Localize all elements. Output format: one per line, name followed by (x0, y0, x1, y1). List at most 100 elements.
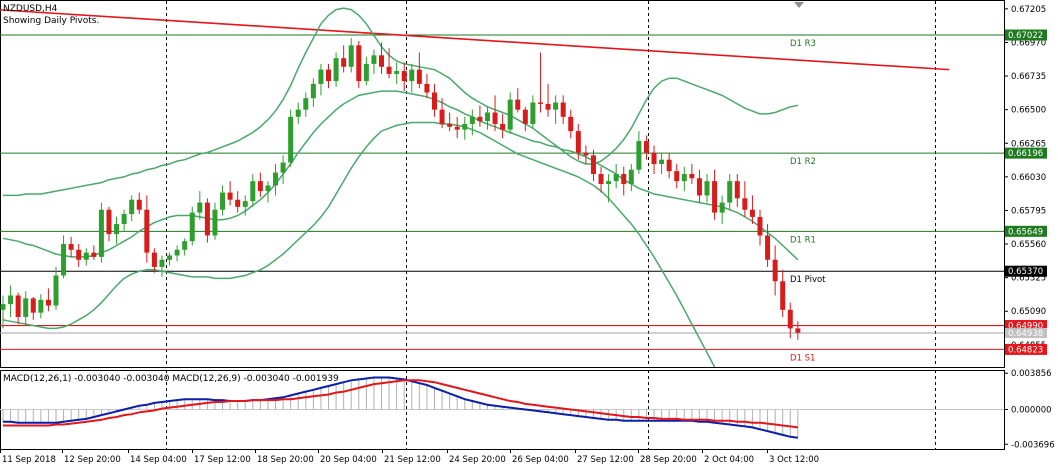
time-tick-label: 21 Sep 12:00 (384, 455, 441, 465)
candle (280, 155, 286, 184)
time-tick-label: 24 Sep 20:00 (449, 455, 506, 465)
trend-line[interactable] (0, 9, 950, 71)
candle (197, 191, 203, 220)
candle (772, 245, 778, 296)
candle (76, 244, 82, 267)
candle (38, 294, 44, 319)
price-axis: 0.67205 0.66970 0.66735 0.66500 0.66265 0.660… (1004, 5, 1047, 355)
shift-indicator-icon[interactable] (794, 2, 804, 8)
candle (484, 106, 490, 130)
candle (303, 92, 309, 117)
candle (606, 173, 612, 203)
bid-price-text: 0.64938 (1008, 329, 1043, 339)
time-tick-label: 3 Oct 12:00 (769, 455, 819, 465)
candle (83, 248, 89, 266)
price-grid (0, 0, 1005, 368)
candle (439, 98, 445, 129)
price-panel[interactable]: D1 R3 D1 R2 D1 R1 D1 Pivot D1 S1 0.67205 0.66… (0, 0, 1047, 368)
candle (643, 135, 649, 160)
pivots-note: Showing Daily Pivots. (3, 16, 99, 26)
price-panel-frame (0, 0, 1005, 368)
candle (727, 173, 733, 210)
pivot-lines: D1 R3 D1 R2 D1 R1 D1 Pivot D1 S1 (0, 34, 1004, 363)
candle (242, 195, 248, 216)
macd-label: MACD(12,26,1) -0.003040 -0.003040 MACD(1… (3, 374, 339, 384)
candle (636, 131, 642, 174)
candle (704, 173, 710, 203)
candle (575, 123, 581, 160)
candle (583, 145, 589, 164)
candle (8, 285, 14, 317)
bollinger-lower (2, 121, 716, 368)
macd-panel[interactable]: MACD(12,26,1) -0.003040 -0.003040 MACD(1… (0, 369, 1055, 450)
candle (15, 292, 21, 325)
time-axis: 11 Sep 2018 12 Sep 20:00 14 Sep 04:00 17 Se… (0, 449, 819, 465)
current-price-box: 0.64990 (1005, 320, 1047, 332)
candle (545, 83, 551, 117)
resistance-trendline[interactable] (0, 9, 950, 71)
candle (310, 78, 316, 107)
candle (568, 109, 574, 139)
bollinger-middle (2, 90, 799, 261)
candle (401, 62, 407, 92)
candle (598, 166, 604, 193)
candle (712, 169, 718, 220)
candle (23, 291, 29, 326)
candle (91, 245, 97, 260)
candle (363, 56, 369, 86)
candle (159, 255, 165, 277)
macd-main-line (3, 376, 799, 439)
candle (371, 49, 377, 74)
candle (409, 63, 415, 93)
pivot-price-box: 0.65370 (1005, 265, 1047, 277)
candle (212, 202, 218, 240)
time-tick-label: 14 Sep 04:00 (130, 455, 187, 465)
candle (795, 321, 801, 340)
candle (45, 288, 51, 312)
time-tick-label: 2 Oct 04:00 (704, 455, 754, 465)
bollinger-bands (2, 7, 799, 368)
candle (553, 95, 559, 124)
candle (613, 163, 619, 189)
current-price-text: 0.64990 (1008, 322, 1043, 332)
candle (288, 109, 294, 167)
candle (530, 95, 536, 129)
candle (590, 149, 596, 182)
candle (333, 52, 339, 87)
price-tick-label: 0.66030 (1011, 173, 1046, 183)
candle (719, 195, 725, 225)
candle (492, 95, 498, 132)
candle (734, 173, 740, 207)
pivot-price-text: 0.65370 (1008, 267, 1043, 277)
pivot-price-box: 0.65649 (1005, 225, 1047, 237)
candle (659, 152, 665, 174)
candle (348, 38, 354, 73)
pivot-price-text: 0.66196 (1008, 149, 1043, 159)
pivot-price-box: 0.67022 (1005, 29, 1047, 41)
candle (757, 209, 763, 246)
pivot-price-box: 0.66196 (1005, 147, 1047, 159)
time-tick-label: 28 Sep 20:00 (640, 455, 697, 465)
candle (326, 63, 332, 89)
pivot-label: D1 R2 (790, 157, 816, 167)
price-tick-label: 0.65560 (1011, 240, 1046, 250)
candle (780, 269, 786, 317)
pivot-label: D1 S1 (790, 353, 815, 363)
candle (341, 45, 347, 73)
candle (0, 295, 6, 329)
candle (507, 92, 513, 134)
price-tick-label: 0.67205 (1011, 5, 1046, 15)
candle (174, 245, 180, 262)
candle (204, 198, 210, 243)
macd-tick-label: 0.000000 (1011, 406, 1052, 416)
candle (394, 62, 400, 84)
pivot-price-text: 0.64823 (1008, 345, 1043, 355)
candle (454, 116, 460, 139)
candle (462, 116, 468, 140)
candle (295, 102, 301, 124)
candle (30, 296, 36, 320)
pivot-label: D1 R3 (790, 39, 816, 49)
candle (431, 83, 437, 117)
